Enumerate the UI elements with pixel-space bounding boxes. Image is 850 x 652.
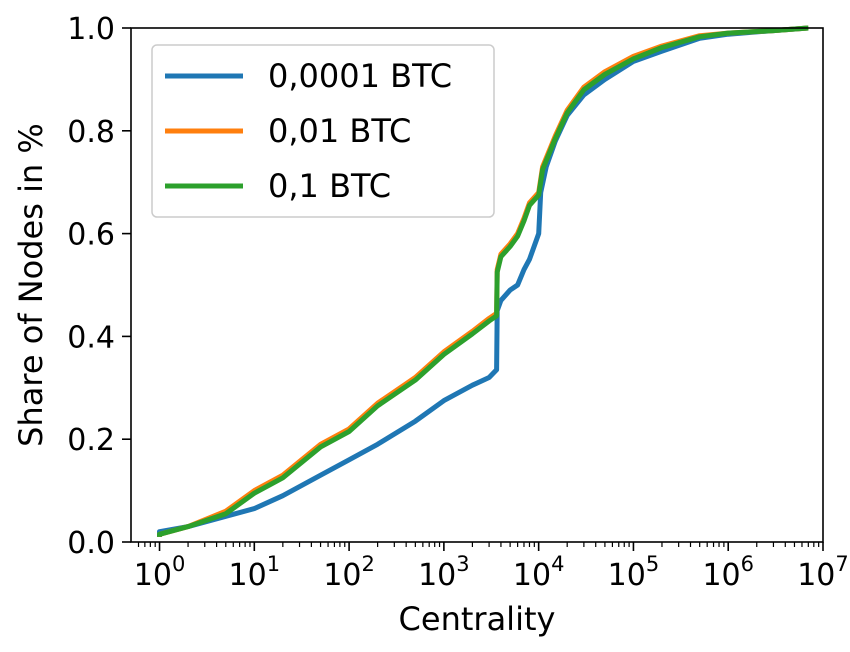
y-tick-label: 0.4 <box>67 320 115 355</box>
y-axis-label: Share of Nodes in % <box>12 123 50 447</box>
series-layer <box>157 25 809 537</box>
x-tick-label: 104 <box>513 552 565 593</box>
x-tick-label: 107 <box>797 552 849 593</box>
x-tick-label: 101 <box>229 552 281 593</box>
x-tick-label: 100 <box>134 552 186 593</box>
legend-label-3: 0,1 BTC <box>268 167 391 205</box>
x-tick-label: 102 <box>323 552 375 593</box>
y-tick-label: 0.6 <box>67 218 115 253</box>
legend-label-2: 0,01 BTC <box>268 112 411 150</box>
x-axis: 100 101 102 103 104 105 106 107 <box>134 542 849 593</box>
x-axis-label: Centrality <box>399 600 556 638</box>
y-tick-label: 1.0 <box>67 12 115 47</box>
y-axis: 0.0 0.2 0.4 0.6 0.8 1.0 <box>67 12 131 561</box>
y-tick-label: 0.8 <box>67 115 115 150</box>
x-tick-label: 103 <box>418 552 470 593</box>
plot-frame <box>130 27 824 543</box>
y-tick-label: 0.0 <box>67 526 115 561</box>
series-line-1 <box>157 25 809 537</box>
legend-box <box>151 44 495 218</box>
x-tick-label: 105 <box>608 552 660 593</box>
legend: 0,0001 BTC 0,01 BTC 0,1 BTC <box>151 44 495 218</box>
y-tick-label: 0.2 <box>67 423 115 458</box>
legend-label-1: 0,0001 BTC <box>268 57 452 95</box>
x-tick-label: 106 <box>702 552 754 593</box>
series-line-3 <box>157 25 809 537</box>
